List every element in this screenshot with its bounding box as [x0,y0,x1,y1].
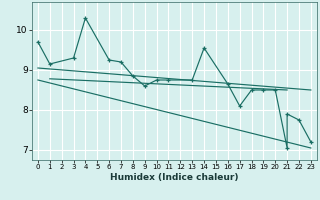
X-axis label: Humidex (Indice chaleur): Humidex (Indice chaleur) [110,173,239,182]
